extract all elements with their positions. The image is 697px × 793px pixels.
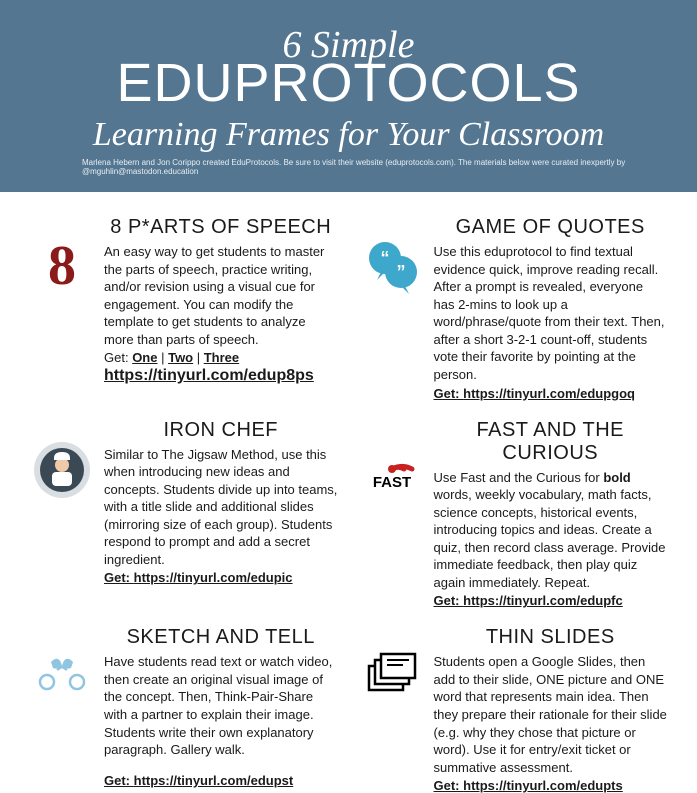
item-body: Use Fast and the Curious for bold words,…: [434, 469, 668, 592]
link-three[interactable]: Three: [204, 350, 239, 365]
item-title: SKETCH AND TELL: [104, 626, 338, 649]
link-two[interactable]: Two: [168, 350, 193, 365]
protocol-item: SKETCH AND TELL Have students read text …: [30, 626, 338, 793]
item-title: GAME OF QUOTES: [434, 216, 668, 239]
item-title: THIN SLIDES: [434, 626, 668, 649]
header: 6 Simple EDUPROTOCOLS Learning Frames fo…: [0, 0, 697, 192]
chef-icon: [30, 419, 94, 499]
sketch-icon: [30, 626, 94, 696]
quotes-icon: “ ”: [360, 216, 424, 296]
item-body: An easy way to get students to master th…: [104, 243, 338, 348]
get-line: Get: https://tinyurl.com/edupst: [104, 773, 338, 788]
item-title: IRON CHEF: [104, 419, 338, 442]
get-url[interactable]: https://tinyurl.com/edup8ps: [104, 367, 338, 385]
get-line: Get: https://tinyurl.com/edupts: [434, 778, 668, 793]
get-url[interactable]: https://tinyurl.com/edupgoq: [463, 386, 635, 401]
get-url[interactable]: https://tinyurl.com/edupfc: [463, 593, 623, 608]
get-url[interactable]: https://tinyurl.com/edupic: [134, 570, 293, 585]
get-links: Get: One | Two | Three: [104, 350, 338, 365]
protocol-item: IRON CHEF Similar to The Jigsaw Method, …: [30, 419, 338, 609]
get-line: Get: https://tinyurl.com/edupic: [104, 570, 338, 585]
slides-icon: [360, 626, 424, 696]
item-body: Use this eduprotocol to find textual evi…: [434, 243, 668, 383]
item-body: Similar to The Jigsaw Method, use this w…: [104, 446, 338, 569]
header-credit: Marlena Hebern and Jon Corippo created E…: [30, 158, 667, 176]
item-body: Have students read text or watch video, …: [104, 653, 338, 758]
header-main: EDUPROTOCOLS: [30, 56, 667, 110]
protocol-grid: 8 8 P*ARTS OF SPEECH An easy way to get …: [0, 192, 697, 793]
fast-icon: FAST: [360, 419, 424, 489]
get-url[interactable]: https://tinyurl.com/edupst: [134, 773, 294, 788]
get-line: Get: https://tinyurl.com/edupgoq: [434, 386, 668, 401]
get-line: Get: https://tinyurl.com/edupfc: [434, 593, 668, 608]
protocol-item: THIN SLIDES Students open a Google Slide…: [360, 626, 668, 793]
item-title: 8 P*ARTS OF SPEECH: [104, 216, 338, 239]
link-one[interactable]: One: [132, 350, 157, 365]
svg-text:”: ”: [396, 262, 405, 282]
eight-icon: 8: [30, 216, 94, 294]
item-title: FAST AND THE CURIOUS: [434, 419, 668, 465]
header-sub: Learning Frames for Your Classroom: [30, 118, 667, 152]
svg-text:FAST: FAST: [372, 474, 410, 489]
get-url[interactable]: https://tinyurl.com/edupts: [463, 778, 623, 793]
item-body: Students open a Google Slides, then add …: [434, 653, 668, 776]
protocol-item: 8 8 P*ARTS OF SPEECH An easy way to get …: [30, 216, 338, 400]
svg-text:“: “: [380, 248, 389, 268]
protocol-item: FAST FAST AND THE CURIOUS Use Fast and t…: [360, 419, 668, 609]
protocol-item: “ ” GAME OF QUOTES Use this eduprotocol …: [360, 216, 668, 400]
